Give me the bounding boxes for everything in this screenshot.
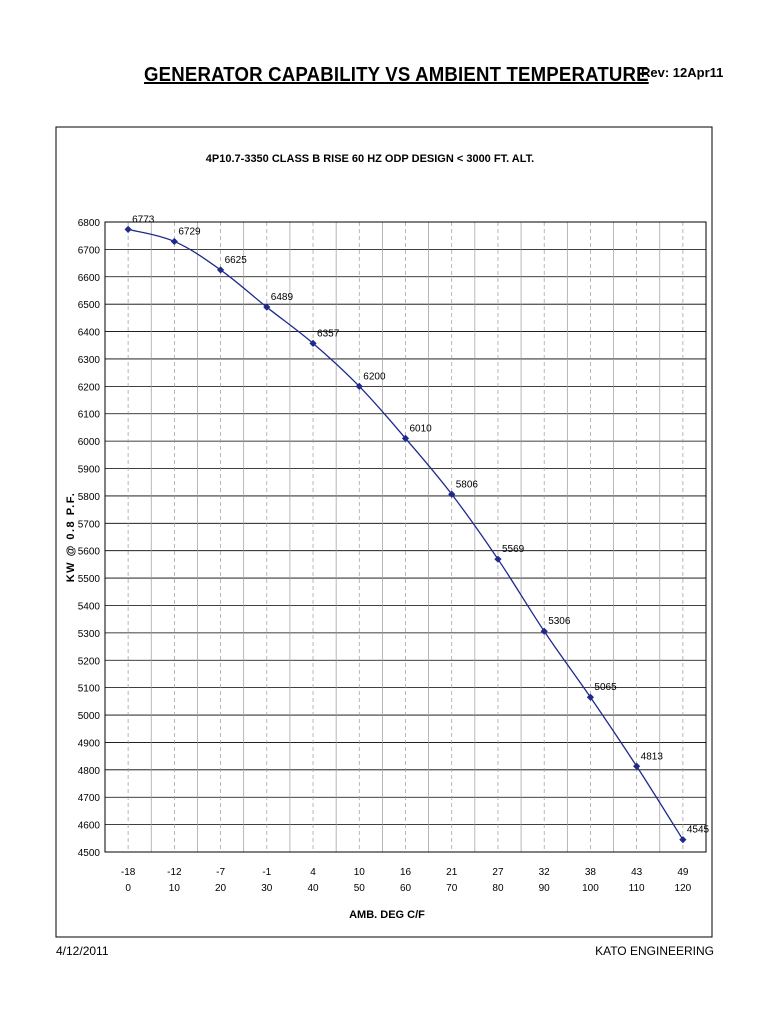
data-label: 6625 [225, 255, 248, 266]
x-tick-label-fahrenheit: 70 [446, 883, 458, 894]
y-tick-label: 6000 [78, 437, 101, 448]
y-tick-label: 4600 [78, 821, 101, 832]
x-tick-label-fahrenheit: 110 [629, 883, 645, 894]
y-tick-label: 6600 [78, 273, 101, 284]
x-tick-label-fahrenheit: 20 [215, 883, 227, 894]
y-tick-label: 4800 [78, 766, 101, 777]
footer-company: KATO ENGINEERING [595, 944, 714, 958]
y-tick-label: 5300 [78, 629, 101, 640]
data-point-marker [540, 627, 548, 635]
data-point-marker [355, 382, 363, 390]
x-tick-label-celsius: 38 [585, 867, 597, 878]
x-tick-label-fahrenheit: 60 [400, 883, 412, 894]
y-tick-label: 6200 [78, 382, 101, 393]
x-axis-ticks: -18 0 -12 10 -7 20 -1 30 4 40 10 50 16 60 21 70 27 80 32 90… [121, 867, 692, 894]
x-tick-label-fahrenheit: 30 [261, 883, 273, 894]
data-label: 4545 [687, 825, 710, 836]
plot-area [104, 221, 707, 853]
x-tick-label-celsius: 32 [539, 867, 551, 878]
data-label: 6200 [363, 371, 386, 382]
x-tick-label-celsius: -7 [216, 867, 225, 878]
data-label: 5569 [502, 544, 525, 555]
y-tick-label: 6300 [78, 355, 101, 366]
chart-title: 4P10.7-3350 CLASS B RISE 60 HZ ODP DESIG… [206, 153, 534, 165]
document-title: GENERATOR CAPABILITY VS AMBIENT TEMPERAT… [144, 64, 649, 86]
y-axis-label: KW @ 0.8 P.F. [65, 492, 77, 583]
data-label: 6010 [410, 423, 433, 434]
x-axis-label: AMB. DEG C/F [349, 909, 425, 921]
data-points [124, 225, 687, 844]
y-tick-label: 5600 [78, 547, 101, 558]
x-tick-label-celsius: -18 [121, 867, 136, 878]
chart-grid [105, 221, 706, 853]
data-label: 6489 [271, 292, 294, 303]
data-point-marker [679, 836, 687, 844]
data-labels: 6773 6729 6625 6489 6357 6200 6010 5806 5569 5306… [132, 214, 709, 835]
data-label: 6357 [317, 328, 340, 339]
x-tick-label-celsius: 16 [400, 867, 412, 878]
y-tick-label: 5200 [78, 656, 101, 667]
y-tick-label: 5400 [78, 601, 101, 612]
chart-frame [55, 126, 713, 938]
x-tick-label-celsius: 49 [677, 867, 689, 878]
data-point-marker [263, 303, 271, 311]
y-tick-label: 6500 [78, 300, 101, 311]
x-tick-label-fahrenheit: 80 [492, 883, 504, 894]
data-label: 5806 [456, 479, 479, 490]
y-tick-label: 5100 [78, 684, 101, 695]
y-tick-label: 5700 [78, 519, 101, 530]
series-line [127, 228, 684, 841]
y-tick-label: 5800 [78, 492, 101, 503]
x-tick-label-fahrenheit: 50 [354, 883, 366, 894]
y-tick-label: 6800 [78, 218, 101, 229]
data-point-marker [494, 555, 502, 563]
x-tick-label-celsius: 4 [310, 867, 316, 878]
data-point-marker [401, 434, 410, 442]
x-tick-label-fahrenheit: 100 [582, 883, 599, 894]
y-tick-label: 5900 [78, 465, 101, 476]
x-tick-label-celsius: 21 [446, 867, 458, 878]
y-tick-label: 4500 [78, 848, 101, 859]
x-tick-label-celsius: -1 [262, 867, 271, 878]
data-point-marker [633, 762, 641, 770]
x-tick-label-celsius: 10 [354, 867, 366, 878]
x-tick-label-celsius: 43 [631, 867, 643, 878]
data-label: 5065 [594, 682, 617, 693]
data-point-marker [448, 490, 456, 498]
data-point-marker [586, 693, 595, 701]
x-tick-label-celsius: -12 [167, 867, 182, 878]
x-tick-label-fahrenheit: 120 [675, 883, 692, 894]
x-tick-label-fahrenheit: 0 [125, 883, 131, 894]
data-point-marker [309, 339, 317, 347]
y-tick-label: 6700 [78, 245, 101, 256]
data-point-marker [124, 225, 132, 233]
x-tick-label-celsius: 27 [492, 867, 504, 878]
y-tick-label: 4700 [78, 793, 101, 804]
y-tick-label: 4900 [78, 738, 101, 749]
y-tick-label: 6400 [78, 328, 101, 339]
data-point-marker [170, 237, 178, 246]
data-label: 5306 [548, 616, 571, 627]
y-tick-label: 6100 [78, 410, 101, 421]
data-label: 4813 [641, 751, 664, 762]
revision-label: Rev: 12Apr11 [641, 65, 724, 80]
y-tick-label: 5500 [78, 574, 101, 585]
data-point-marker [216, 266, 225, 274]
y-tick-label: 5000 [78, 711, 101, 722]
footer-date: 4/12/2011 [56, 944, 109, 958]
x-tick-label-fahrenheit: 40 [307, 883, 319, 894]
x-tick-label-fahrenheit: 10 [169, 883, 181, 894]
x-tick-label-fahrenheit: 90 [539, 883, 551, 894]
data-label: 6729 [178, 226, 201, 237]
data-label: 6773 [132, 214, 155, 225]
y-axis-ticks: 4500 4600 4700 4800 4900 5000 5100 5200 5300 5400… [78, 218, 101, 859]
